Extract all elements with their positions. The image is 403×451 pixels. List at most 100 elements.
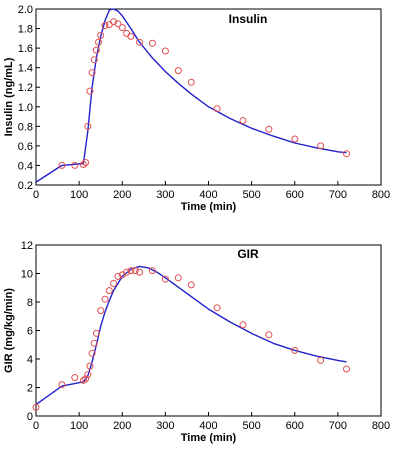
chart1-x-tick-label: 500 [242,189,260,201]
chart2-x-tick-label: 300 [156,420,174,432]
chart2-x-tick-label: 100 [70,420,88,432]
chart1-data-point [118,24,126,32]
chart2-data-point [82,375,90,383]
chart1-data-point [101,22,109,30]
chart1-data-point [127,32,135,40]
chart1-y-tick-label: 0.6 [18,141,33,153]
chart1-data-point [90,56,98,64]
chart1-data-point [114,20,122,28]
chart1-data-point [161,47,169,55]
chart1-title: Insulin [229,12,268,26]
chart1-data-point [213,105,221,113]
chart2-data-point [123,268,131,276]
chart1-data-point [123,29,131,37]
chart2-model-line [35,265,347,406]
chart2-title: GIR [237,247,259,261]
chart1-data-point [105,21,113,29]
chart1-data-point [88,69,96,77]
chart1-data-point [86,87,94,95]
chart2-data-point [101,295,109,303]
chart1-y-axis-title: Insulin (ng/mL) [3,57,15,136]
chart2-data-point [105,287,113,295]
chart1-data-point [239,117,247,124]
chart1-data-point [58,161,66,169]
chart2-x-tick-label: 800 [372,420,390,432]
chart2-data-point [71,374,79,381]
chart2-data-point [58,381,66,389]
chart1-data-point [92,46,100,54]
chart2-data-point [86,362,94,370]
chart1-x-tick-label: 200 [113,189,131,201]
chart2-data-point [148,267,156,275]
chart1-y-tick-label: 0.8 [18,121,33,133]
chart1-data-point [95,38,102,46]
chart2-x-tick-label: 0 [33,420,39,432]
chart1-data-point [82,159,90,166]
chart1-group: 0 100 200 300 400 500 600 700 800 0.2 0.4 0.6 0.8 1.0… [3,4,390,213]
chart2-data-point [88,349,96,357]
chart1-y-tick-label: 0.4 [18,160,33,172]
chart1-data-point [110,18,118,26]
chart1-data-point [79,161,87,168]
chart1-data-point [84,122,92,130]
chart1-data-point [174,67,182,75]
chart1-data-point [97,31,105,39]
chart2-data-point [317,356,325,364]
chart2-data-point [343,365,350,373]
chart1-y-tick-label: 1.4 [18,63,33,75]
chart2-y-tick-label: 0 [27,411,33,423]
chart2-data-point [97,307,105,315]
chart1-x-tick-label: 0 [33,189,39,201]
chart2-y-tick-label: 8 [27,297,33,309]
chart2-data-point [114,272,122,280]
chart2-data-point [32,403,40,411]
chart2-data-point [131,267,139,275]
chart2-group: 0 100 200 300 400 500 600 700 800 0 2 4 6 8 10 12 GIR Tim… [3,240,390,444]
chart2-plot-frame [35,244,382,417]
chart1-x-tick-label: 300 [156,189,174,201]
chart1-x-tick-label: 700 [329,189,347,201]
chart2-data-point [90,339,98,347]
chart2-data-point [265,331,273,339]
chart2-data-point [291,346,299,354]
chart2-data-point [84,371,92,379]
chart2-y-tick-label: 10 [21,269,33,281]
chart1-data-point [317,142,325,150]
chart2-x-tick-label: 700 [329,420,347,432]
chart1-x-tick-label: 800 [372,189,390,201]
chart2-x-axis-title: Time (min) [181,432,237,444]
chart2-data-point [127,267,135,275]
chart2-data-point [92,329,100,337]
chart2-y-tick-label: 4 [27,354,33,366]
chart1-x-tick-label: 400 [199,189,217,201]
chart2-y-tick-label: 12 [21,240,33,252]
chart1-y-tick-label: 1.8 [18,24,33,36]
chart1-data-point [265,125,273,133]
chart2-y-tick-label: 2 [27,383,33,395]
chart2-x-tick-label: 500 [242,420,260,432]
chart2-data-point [239,321,247,329]
chart1-y-tick-label: 1.0 [18,102,33,114]
chart1-y-tick-label: 1.2 [18,82,33,94]
chart1-x-tick-label: 600 [286,189,304,201]
chart2-y-axis-title: GIR (mg/kg/min) [3,288,15,373]
chart1-y-tick-label: 0.2 [18,180,33,192]
chart2-x-tick-label: 600 [286,420,304,432]
chart2-x-tick-label: 200 [113,420,131,432]
chart1-data-point [148,39,156,47]
chart2-data-point [213,304,221,312]
chart1-y-tick-label: 1.6 [18,43,33,55]
chart2-data-point [161,275,169,283]
chart2-y-tick-label: 6 [27,326,33,338]
chart2-data-point [110,280,118,287]
chart2-data-point [136,268,143,276]
chart1-y-tick-label: 2.0 [18,4,33,16]
chart1-data-point [291,135,299,143]
chart2-x-tick-label: 400 [199,420,217,432]
chart1-data-point [71,161,79,169]
chart1-x-tick-label: 100 [70,189,88,201]
chart1-data-point [187,78,195,86]
chart1-model-line [35,8,347,183]
